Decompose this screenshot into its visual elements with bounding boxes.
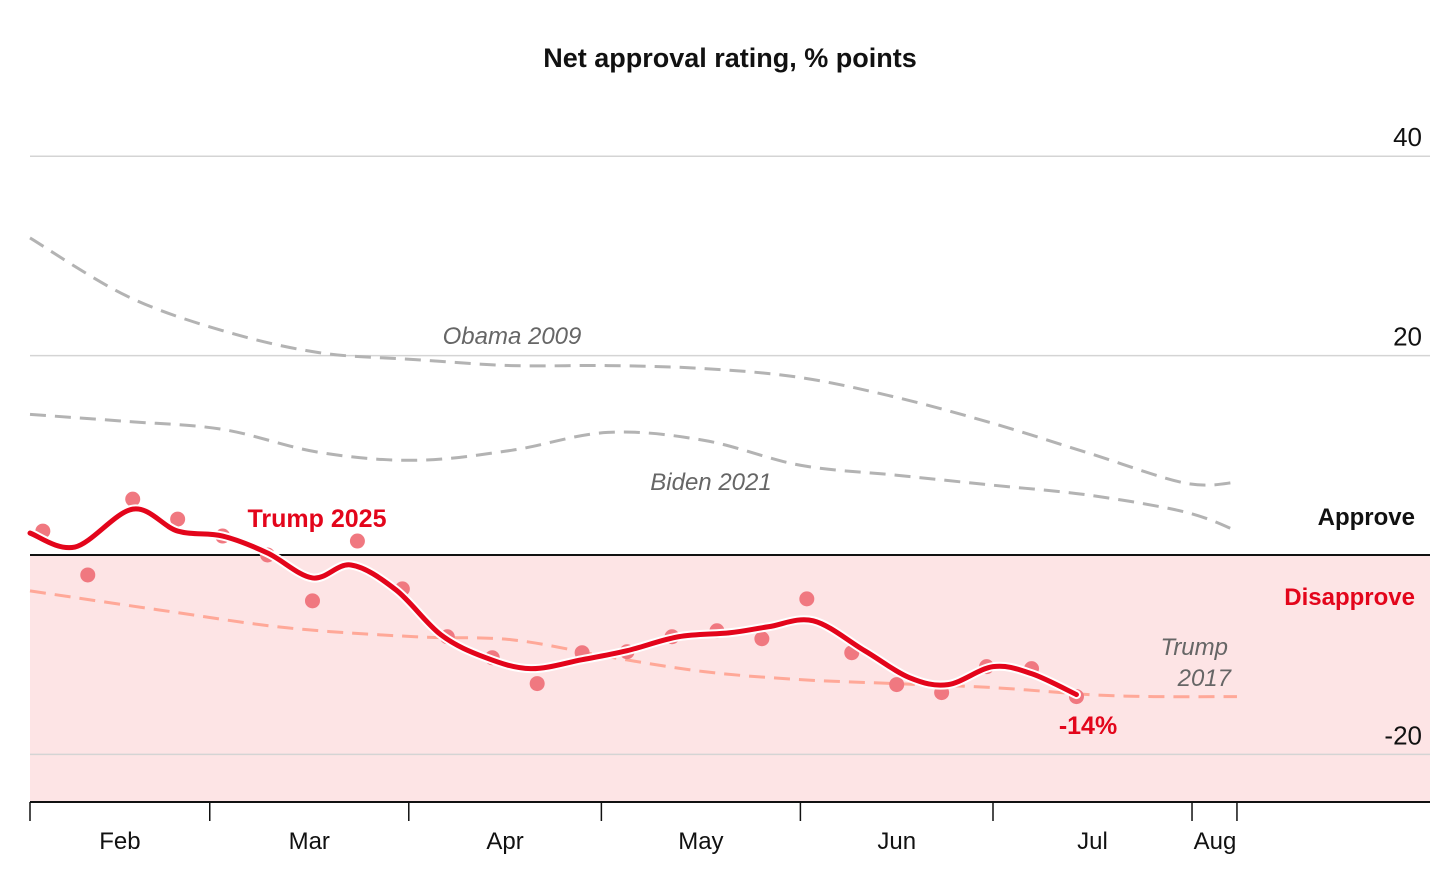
- y-tick-label: -20: [1384, 720, 1422, 750]
- x-tick-label: May: [678, 828, 723, 855]
- x-tick-label: Feb: [99, 828, 140, 855]
- x-tick-label: Mar: [289, 828, 330, 855]
- disapprove-zone-label: Disapprove: [1284, 584, 1415, 611]
- disapprove-zone: [30, 555, 1430, 802]
- x-tick-label: Aug: [1194, 828, 1237, 855]
- chart-title: Net approval rating, % points: [543, 43, 917, 73]
- poll-dot: [125, 491, 141, 507]
- poll-dot: [889, 677, 905, 693]
- line-trump-2025: [27, 506, 1079, 698]
- y-tick-label: 40: [1393, 122, 1422, 152]
- poll-dot: [80, 567, 96, 583]
- label-trump-2017-line1: Trump: [1160, 634, 1228, 661]
- poll-dot: [754, 631, 770, 647]
- poll-dot: [799, 591, 815, 607]
- label-obama-2009: Obama 2009: [443, 323, 582, 350]
- poll-dot: [170, 511, 186, 527]
- line-biden-2021: [29, 412, 1238, 533]
- x-tick-label: Jul: [1077, 828, 1108, 855]
- x-axis: Feb Mar Apr May Jun Jul Aug: [29, 801, 1430, 855]
- gridlines: 40 20 -20: [30, 122, 1430, 756]
- line-obama-2009: [29, 236, 1238, 487]
- poll-dot: [304, 593, 320, 609]
- poll-dots: [25, 491, 1084, 705]
- label-trump-2025: Trump 2025: [248, 505, 387, 533]
- label-biden-2021: Biden 2021: [650, 469, 771, 496]
- y-tick-label: 20: [1393, 322, 1422, 352]
- label-trump-2017-line2: 2017: [1177, 665, 1233, 692]
- poll-dot: [349, 533, 365, 549]
- x-tick-label: Jun: [877, 828, 916, 855]
- approve-zone-label: Approve: [1318, 504, 1415, 531]
- x-tick-label: Apr: [486, 828, 523, 855]
- poll-dot: [529, 676, 545, 692]
- label-latest-value: -14%: [1059, 712, 1117, 740]
